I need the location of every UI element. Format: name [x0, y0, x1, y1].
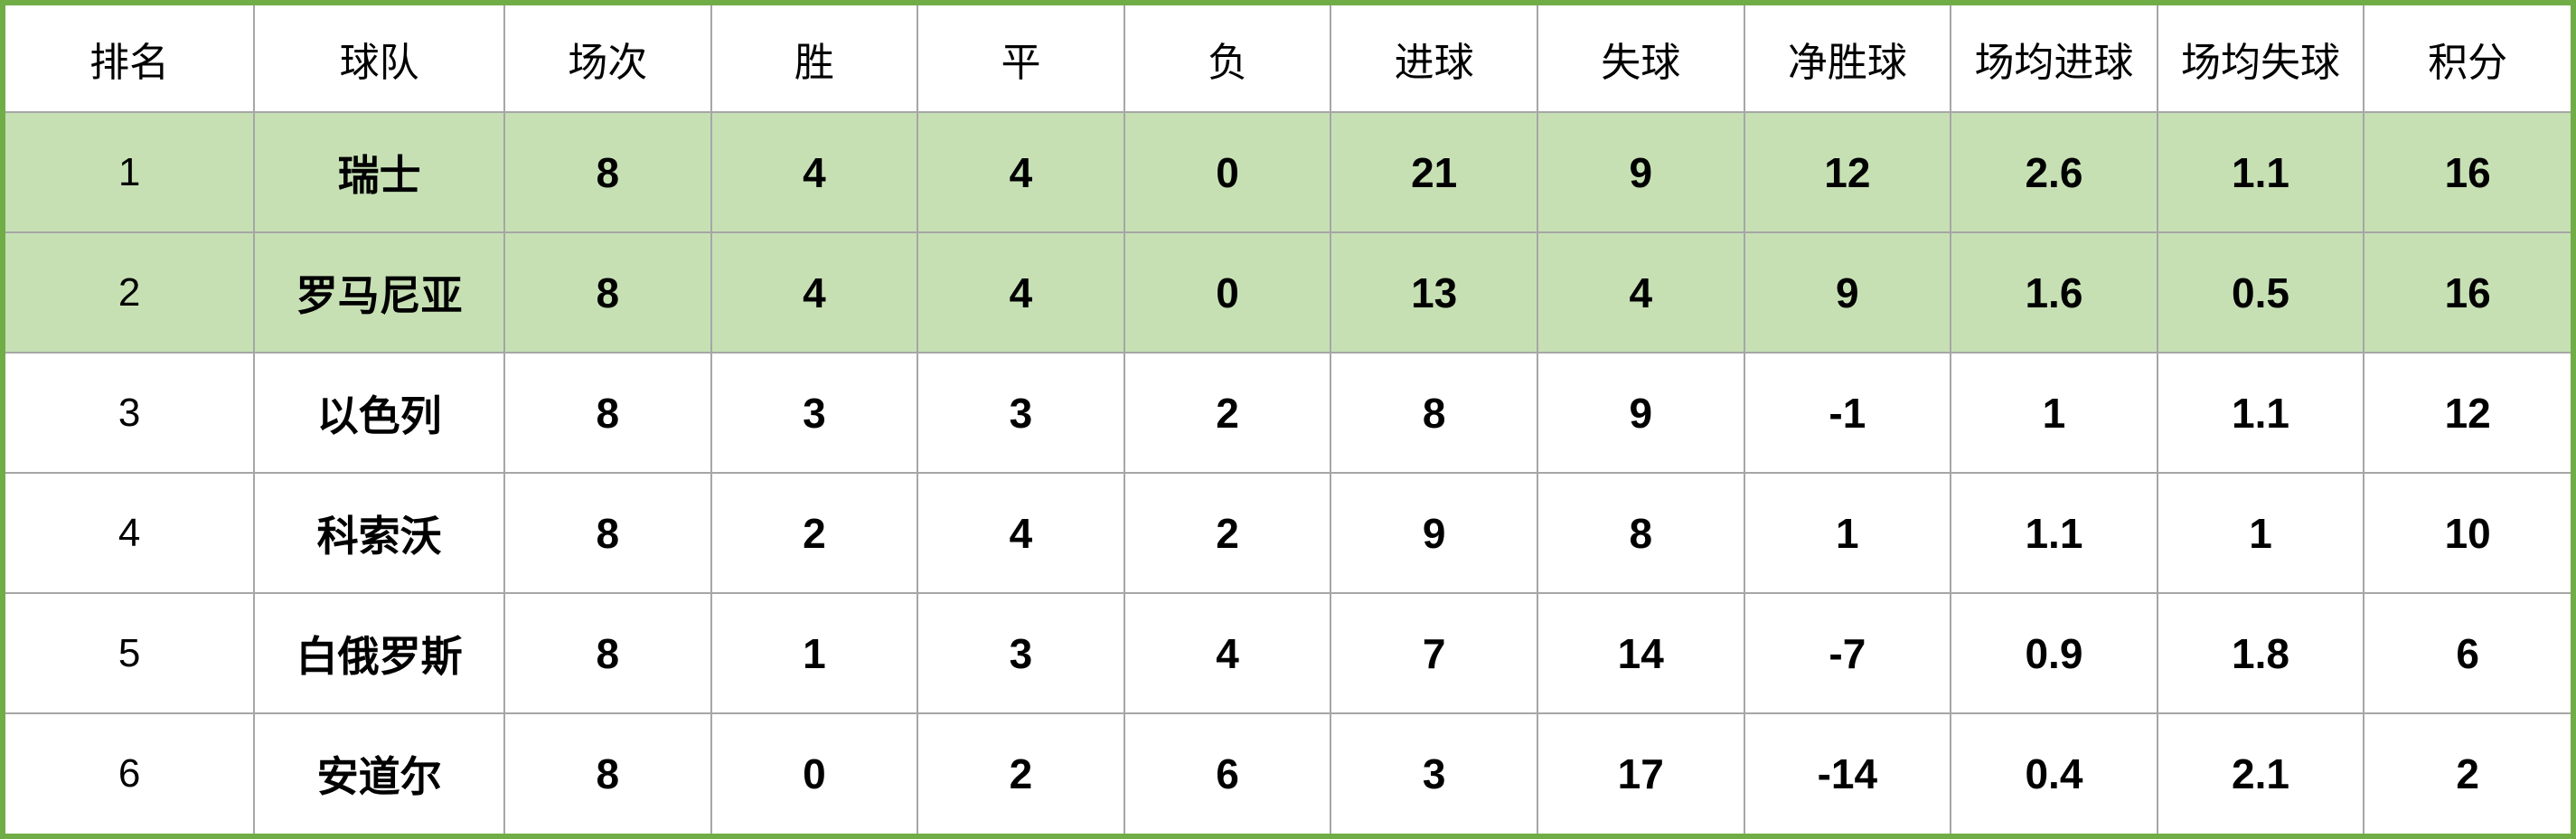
goal-diff-cell: 1: [1743, 472, 1951, 593]
played-cell: 8: [503, 231, 711, 353]
points-cell: 2: [2363, 712, 2571, 834]
standings-row-1: 1 瑞士 8 4 4 0 21 9 12 2.6 1.1 16: [5, 111, 2571, 232]
standings-row-5: 5 白俄罗斯 8 1 3 4 7 14 -7 0.9 1.8 6: [5, 592, 2571, 713]
header-played: 场次: [503, 5, 711, 112]
standings-row-3: 3 以色列 8 3 3 2 8 9 -1 1 1.1 12: [5, 352, 2571, 473]
header-avg-goals-for: 场均进球: [1950, 5, 2158, 112]
rank-cell: 3: [5, 352, 255, 473]
goals-for-cell: 21: [1330, 111, 1537, 232]
header-rank: 排名: [89, 40, 170, 85]
draws-cell: 4: [917, 231, 1124, 353]
losses-cell: 2: [1123, 472, 1331, 593]
rank-cell: 5: [5, 592, 255, 713]
goals-against-cell: 9: [1536, 352, 1744, 473]
standings-row-2: 2 罗马尼亚 8 4 4 0 13 4 9 1.6 0.5 16: [5, 231, 2571, 353]
team-cell: 白俄罗斯: [253, 592, 504, 713]
avg-goals-against-cell: 1.1: [2156, 111, 2364, 232]
rank-cell: 1: [5, 111, 255, 232]
team-cell: 科索沃: [253, 472, 504, 593]
team-cell: 瑞士: [253, 111, 504, 232]
wins-cell: 0: [710, 712, 918, 834]
wins-cell: 1: [710, 592, 918, 713]
header-team: 球队: [253, 5, 504, 112]
goals-against-cell: 14: [1536, 592, 1744, 713]
header-wins: 胜: [710, 5, 918, 112]
points-cell: 12: [2363, 352, 2571, 473]
header-avg-goals-against: 场均失球: [2156, 5, 2364, 112]
avg-goals-against-cell: 0.5: [2156, 231, 2364, 353]
avg-goals-for-cell: 1: [1950, 352, 2158, 473]
rank-cell: 6: [5, 712, 255, 834]
header-row: 排名 球队 场次 胜 平 负 进球 失球 净胜球 场均进球 场均失球 积分: [5, 5, 2571, 112]
avg-goals-for-cell: 1.6: [1950, 231, 2158, 353]
goal-diff-cell: -14: [1743, 712, 1951, 834]
wins-cell: 4: [710, 231, 918, 353]
played-cell: 8: [503, 712, 711, 834]
goal-diff-cell: -7: [1743, 592, 1951, 713]
avg-goals-against-cell: 1.1: [2156, 352, 2364, 473]
avg-goals-for-cell: 1.1: [1950, 472, 2158, 593]
points-cell: 10: [2363, 472, 2571, 593]
losses-cell: 0: [1123, 231, 1331, 353]
avg-goals-against-cell: 1: [2156, 472, 2364, 593]
avg-goals-against-cell: 2.1: [2156, 712, 2364, 834]
avg-goals-for-cell: 0.9: [1950, 592, 2158, 713]
played-cell: 8: [503, 352, 711, 473]
avg-goals-for-cell: 0.4: [1950, 712, 2158, 834]
losses-cell: 0: [1123, 111, 1331, 232]
goal-diff-cell: 12: [1743, 111, 1951, 232]
losses-cell: 6: [1123, 712, 1331, 834]
points-cell: 6: [2363, 592, 2571, 713]
standings-table: 排名 球队 场次 胜 平 负 进球 失球 净胜球 场均进球 场均失球 积分 1: [5, 5, 2571, 834]
standings-row-4: 4 科索沃 8 2 4 2 9 8 1 1.1 1 10: [5, 472, 2571, 593]
wins-cell: 4: [710, 111, 918, 232]
draws-cell: 3: [917, 592, 1124, 713]
team-cell: 罗马尼亚: [253, 231, 504, 353]
goals-against-cell: 9: [1536, 111, 1744, 232]
points-cell: 16: [2363, 111, 2571, 232]
losses-cell: 4: [1123, 592, 1331, 713]
wins-cell: 2: [710, 472, 918, 593]
wins-cell: 3: [710, 352, 918, 473]
rank-cell: 2: [5, 231, 255, 353]
goal-diff-cell: -1: [1743, 352, 1951, 473]
played-cell: 8: [503, 472, 711, 593]
goals-for-cell: 9: [1330, 472, 1537, 593]
standings-row-6: 6 安道尔 8 0 2 6 3 17 -14 0.4 2.1 2: [5, 712, 2571, 834]
played-cell: 8: [503, 111, 711, 232]
played-cell: 8: [503, 592, 711, 713]
header-goals-against: 失球: [1536, 5, 1744, 112]
avg-goals-against-cell: 1.8: [2156, 592, 2364, 713]
points-cell: 16: [2363, 231, 2571, 353]
header-draws: 平: [917, 5, 1124, 112]
goals-for-cell: 7: [1330, 592, 1537, 713]
header-goal-diff: 净胜球: [1743, 5, 1951, 112]
draws-cell: 4: [917, 111, 1124, 232]
goals-against-cell: 17: [1536, 712, 1744, 834]
goals-against-cell: 4: [1536, 231, 1744, 353]
team-cell: 以色列: [253, 352, 504, 473]
team-cell: 安道尔: [253, 712, 504, 834]
losses-cell: 2: [1123, 352, 1331, 473]
header-goals-for: 进球: [1330, 5, 1537, 112]
goals-for-cell: 8: [1330, 352, 1537, 473]
draws-cell: 2: [917, 712, 1124, 834]
goals-against-cell: 8: [1536, 472, 1744, 593]
header-losses: 负: [1123, 5, 1331, 112]
draws-cell: 4: [917, 472, 1124, 593]
goal-diff-cell: 9: [1743, 231, 1951, 353]
goals-for-cell: 3: [1330, 712, 1537, 834]
rank-cell: 4: [5, 472, 255, 593]
header-points: 积分: [2363, 5, 2571, 112]
draws-cell: 3: [917, 352, 1124, 473]
goals-for-cell: 13: [1330, 231, 1537, 353]
avg-goals-for-cell: 2.6: [1950, 111, 2158, 232]
